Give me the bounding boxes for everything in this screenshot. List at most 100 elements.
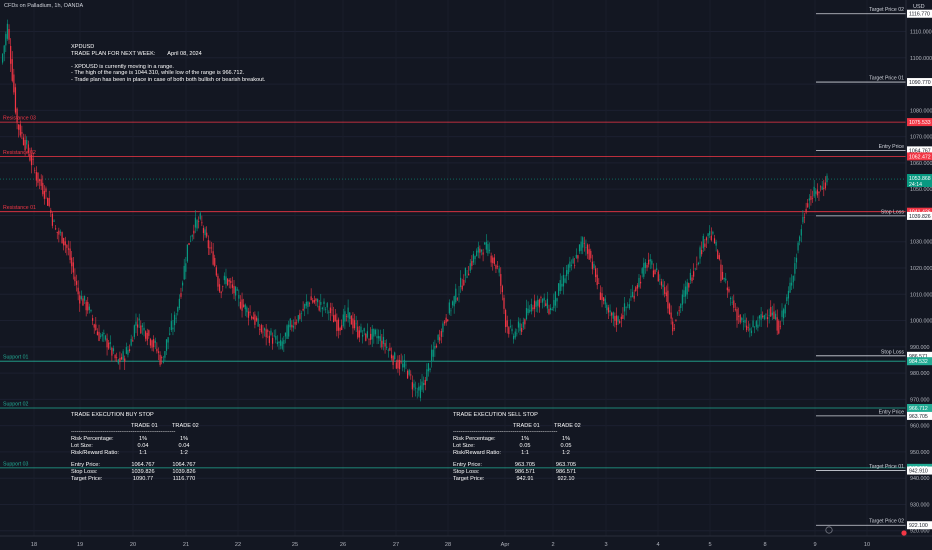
candle-body — [120, 357, 123, 360]
candle-body — [545, 303, 547, 307]
candle-body — [628, 304, 630, 309]
candle-body — [241, 299, 243, 311]
candle-body — [209, 247, 211, 249]
candle-body — [103, 332, 105, 335]
level-label: Resistance 03 — [3, 116, 36, 122]
candle-body — [149, 339, 152, 346]
candle-body — [45, 188, 47, 192]
candle-body — [434, 345, 436, 349]
candle-body — [132, 340, 134, 342]
candle-body — [583, 242, 585, 244]
candle-body — [532, 307, 534, 310]
candle-body — [270, 330, 272, 335]
time-axis[interactable]: 18 19 20 21 22 25 26 27 28 Apr 2 3 4 5 8 9 10 — [31, 542, 870, 548]
candle-body — [127, 350, 129, 355]
candle-body — [413, 383, 415, 388]
candle-body — [326, 303, 328, 308]
candle-body — [299, 313, 301, 319]
candle-body — [325, 308, 327, 310]
candle-body — [140, 325, 142, 334]
candle-body — [43, 191, 45, 199]
candle-body — [419, 385, 422, 398]
candle-body — [106, 338, 108, 348]
candle-body — [728, 288, 730, 292]
sell-table-title: TRADE EXECUTION SELL STOP — [453, 412, 538, 418]
candle-body — [636, 285, 638, 289]
candle-body — [198, 221, 200, 222]
candle-body — [765, 314, 767, 316]
candle-body — [206, 232, 208, 237]
candle-body — [643, 263, 645, 277]
candle-body — [619, 321, 621, 324]
candle-body — [733, 300, 735, 308]
candle-body — [819, 186, 822, 188]
candle-body — [265, 329, 267, 338]
currency-label[interactable]: USD — [913, 4, 925, 10]
candle-body — [627, 304, 629, 306]
candle-body — [162, 362, 164, 363]
candle-body — [731, 302, 733, 303]
candle-body — [29, 154, 31, 161]
price-tag-value: 1090.770 — [909, 80, 931, 86]
candle-body — [672, 321, 674, 332]
candle-body — [222, 286, 224, 287]
candle-body — [689, 272, 692, 281]
candle-body — [87, 302, 89, 311]
candle-body — [656, 268, 658, 270]
candle-body — [676, 312, 679, 314]
candle-body — [808, 198, 810, 201]
level-label: Support 01 — [3, 355, 28, 361]
candle-body — [297, 315, 299, 322]
candle-body — [693, 271, 695, 277]
candle-body — [678, 310, 680, 312]
candle-body — [500, 274, 502, 286]
candle-body — [313, 300, 315, 303]
candle-body — [562, 275, 565, 287]
candle-body — [665, 292, 667, 297]
clock-icon[interactable] — [825, 526, 833, 534]
candle-body — [254, 314, 256, 325]
candle-body — [668, 303, 671, 315]
candle-body — [516, 333, 518, 335]
candle-body — [445, 317, 447, 323]
candle-body — [188, 243, 190, 245]
buy-table-row: Lot Size: 0.04 0.04 — [71, 443, 190, 449]
candle-body — [249, 311, 251, 313]
y-tick-label: 1060.000 — [910, 161, 932, 167]
candle-body — [451, 301, 454, 306]
candle-body — [455, 288, 457, 303]
candle-body — [122, 351, 124, 360]
buy-table-title: TRADE EXECUTION BUY STOP — [71, 412, 154, 418]
candle-body — [347, 307, 349, 318]
candle-body — [164, 351, 166, 358]
note-plan-date: April 08, 2024 — [167, 50, 202, 57]
candle-body — [466, 276, 468, 278]
candle-body — [423, 382, 425, 386]
candle-body — [540, 297, 542, 298]
candle-body — [588, 249, 590, 260]
price-tag — [907, 78, 932, 87]
candle-body — [474, 255, 476, 260]
candle-body — [178, 298, 180, 309]
candle-body — [701, 249, 703, 255]
candle-body — [263, 328, 266, 331]
candle-body — [652, 270, 655, 278]
candle-body — [328, 312, 330, 314]
x-tick-label: 9 — [813, 542, 816, 548]
candle-body — [625, 307, 627, 308]
candle-body — [469, 263, 471, 271]
candle-body — [59, 231, 62, 233]
candle-body — [431, 349, 433, 362]
candle-body — [620, 316, 622, 320]
candle-body — [787, 290, 790, 299]
candle-body — [300, 313, 303, 314]
candle-body — [8, 28, 10, 40]
candle-body — [659, 279, 661, 281]
note-plan-label: TRADE PLAN FOR NEXT WEEK: — [71, 50, 156, 57]
candle-body — [5, 34, 7, 46]
candle-body — [623, 303, 626, 312]
candle-body — [56, 231, 58, 233]
candle-body — [111, 347, 113, 356]
candle-body — [35, 172, 37, 181]
